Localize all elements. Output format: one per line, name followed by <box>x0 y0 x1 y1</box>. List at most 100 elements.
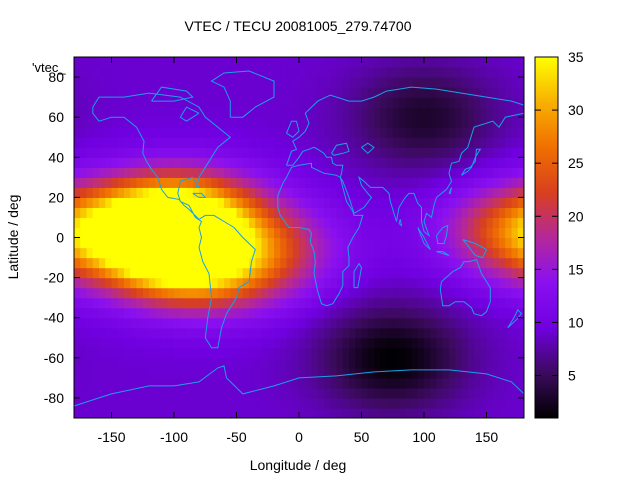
heatmap-cell <box>105 247 113 259</box>
heatmap-cell <box>417 277 425 289</box>
heatmap-cell <box>174 357 181 369</box>
heatmap-cell <box>242 327 250 339</box>
y-tick-label: 0 <box>56 230 64 246</box>
heatmap-cell <box>155 397 163 409</box>
heatmap-cell <box>142 67 150 78</box>
heatmap-cell <box>292 317 300 329</box>
heatmap-cell <box>467 177 475 188</box>
heatmap-cell <box>324 267 331 279</box>
heatmap-cell <box>486 387 494 399</box>
heatmap-cell <box>267 317 275 329</box>
heatmap-cell <box>149 207 156 219</box>
heatmap-cell <box>111 117 119 128</box>
heatmap-cell <box>224 117 231 128</box>
heatmap-cell <box>99 97 106 108</box>
heatmap-cell <box>505 337 513 349</box>
heatmap-cell <box>386 127 394 138</box>
heatmap-cell <box>442 127 450 138</box>
heatmap-cell <box>336 127 344 138</box>
heatmap-cell <box>99 227 106 239</box>
heatmap-cell <box>224 377 231 389</box>
heatmap-cell <box>230 217 238 229</box>
heatmap-cell <box>342 77 350 88</box>
heatmap-cell <box>105 347 113 359</box>
heatmap-cell <box>374 267 381 279</box>
heatmap-cell <box>405 97 413 108</box>
heatmap-cell <box>192 297 200 309</box>
heatmap-cell <box>167 247 175 259</box>
heatmap-cell <box>86 287 94 299</box>
heatmap-cell <box>405 277 413 289</box>
heatmap-cell <box>480 77 488 88</box>
heatmap-cell <box>80 337 88 349</box>
heatmap-cell <box>192 137 200 148</box>
heatmap-cell <box>249 247 256 259</box>
heatmap-cell <box>80 357 88 369</box>
heatmap-cell <box>261 57 269 68</box>
heatmap-cell <box>80 197 88 209</box>
heatmap-cell <box>255 57 263 68</box>
heatmap-cell <box>261 227 269 239</box>
heatmap-cell <box>105 357 113 369</box>
heatmap-cell <box>186 317 194 329</box>
heatmap-cell <box>474 267 481 279</box>
heatmap-cell <box>374 277 381 289</box>
heatmap-cell <box>386 117 394 128</box>
heatmap-cell <box>405 187 413 198</box>
heatmap-cell <box>230 307 238 319</box>
heatmap-cell <box>467 377 475 389</box>
heatmap-cell <box>374 197 381 209</box>
heatmap-cell <box>99 377 106 389</box>
heatmap-cell <box>436 87 444 98</box>
heatmap-cell <box>499 157 506 168</box>
heatmap-cell <box>280 387 288 399</box>
heatmap-cell <box>480 177 488 188</box>
heatmap-cell <box>117 217 125 229</box>
heatmap-cell <box>405 137 413 148</box>
heatmap-cell <box>205 87 213 98</box>
heatmap-cell <box>149 337 156 349</box>
heatmap-cell <box>436 117 444 128</box>
heatmap-cell <box>511 277 519 289</box>
heatmap-cell <box>136 187 144 198</box>
heatmap-cell <box>349 347 356 359</box>
heatmap-cell <box>455 277 463 289</box>
heatmap-cell <box>336 157 344 168</box>
heatmap-cell <box>486 317 494 329</box>
heatmap-cell <box>361 307 369 319</box>
heatmap-cell <box>361 67 369 78</box>
heatmap-cell <box>461 377 469 389</box>
heatmap-cell <box>86 307 94 319</box>
heatmap-cell <box>367 87 375 98</box>
heatmap-cell <box>174 307 181 319</box>
heatmap-cell <box>405 347 413 359</box>
heatmap-cell <box>249 147 256 158</box>
heatmap-cell <box>117 287 125 299</box>
heatmap-cell <box>417 77 425 88</box>
heatmap-cell <box>449 187 456 198</box>
heatmap-cell <box>442 97 450 108</box>
heatmap-cell <box>492 377 500 389</box>
heatmap-cell <box>349 117 356 128</box>
heatmap-cell <box>324 147 331 158</box>
heatmap-cell <box>174 87 181 98</box>
heatmap-cell <box>267 397 275 409</box>
heatmap-cell <box>317 337 325 349</box>
heatmap-cell <box>424 177 431 188</box>
heatmap-cell <box>386 357 394 369</box>
heatmap-cell <box>180 387 188 399</box>
heatmap-cell <box>149 177 156 188</box>
heatmap-cell <box>330 137 338 148</box>
heatmap-cell <box>367 347 375 359</box>
heatmap-cell <box>280 117 288 128</box>
heatmap-cell <box>374 377 381 389</box>
heatmap-cell <box>117 107 125 118</box>
heatmap-cell <box>461 137 469 148</box>
heatmap-cell <box>449 137 456 148</box>
heatmap-cell <box>299 307 306 319</box>
heatmap-cell <box>124 307 131 319</box>
heatmap-cell <box>111 177 119 188</box>
heatmap-cell <box>274 257 281 269</box>
heatmap-cell <box>286 367 294 379</box>
heatmap-cell <box>86 377 94 389</box>
